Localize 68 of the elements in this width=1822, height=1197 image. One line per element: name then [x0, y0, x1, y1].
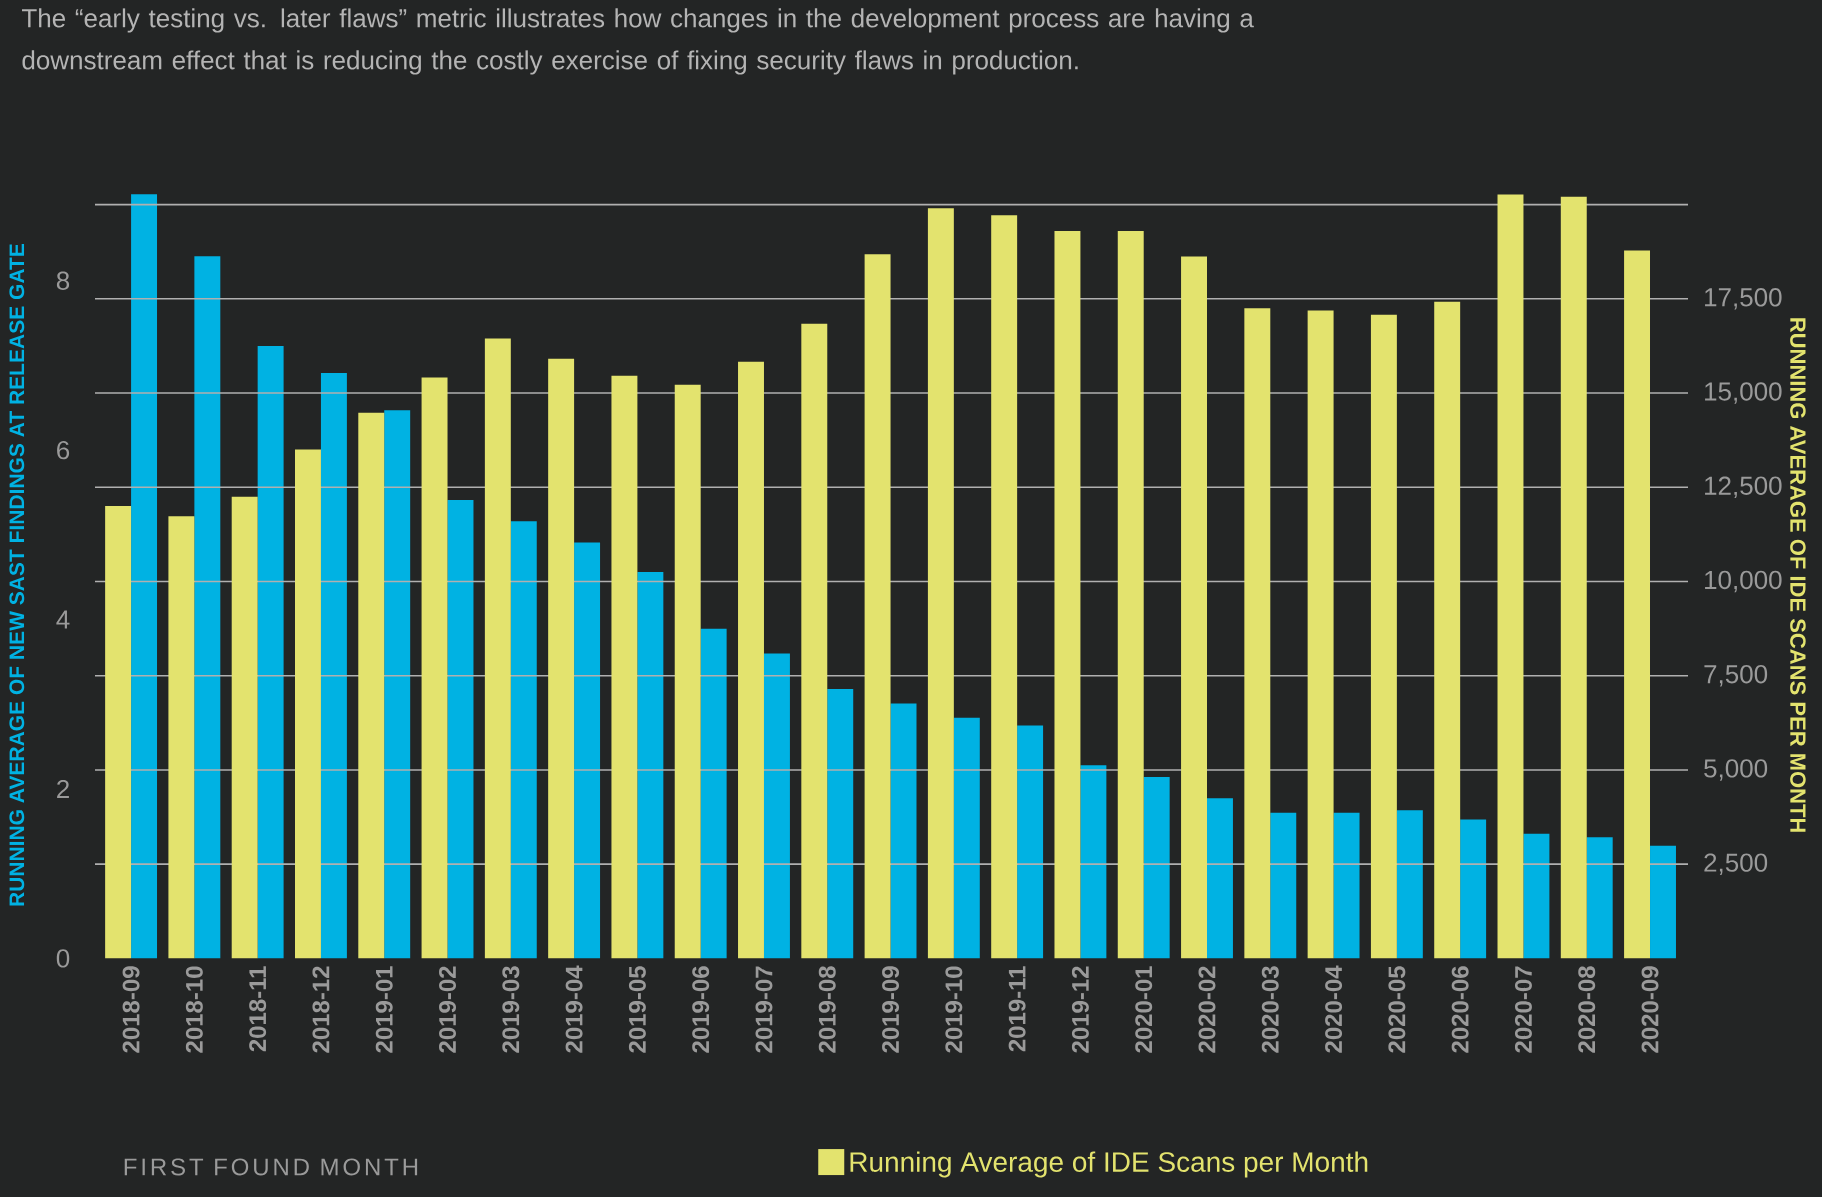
y2-tick-label: 10,000 — [1705, 570, 1782, 593]
bar — [1396, 810, 1423, 959]
x-tick-label: 2020-04 — [1325, 965, 1343, 1053]
y-tick-label: 2 — [57, 779, 69, 799]
x-tick-label: 2020-01 — [1135, 966, 1153, 1053]
bar — [864, 254, 891, 959]
x-tick-label: 2019-05 — [628, 966, 646, 1053]
y-tick-label: 8 — [56, 271, 70, 290]
x-tick-label: 2019-08 — [818, 966, 836, 1053]
bar — [1181, 256, 1207, 959]
x-tick-label: 2020-06 — [1451, 966, 1469, 1053]
bar — [927, 208, 954, 959]
x-tick-label: 2019-10 — [945, 966, 963, 1053]
legend-label: Running Average of IDE Scans per Month — [850, 1151, 1368, 1178]
x-tick-label: 2020-07 — [1514, 966, 1532, 1053]
bar — [1650, 845, 1676, 959]
bar — [1434, 301, 1461, 959]
chart-subtitle: The “early testing vs. later flaws” metric illustrates how changes in the development process are having a downstream effect that is reducing the costly exercise of fixing security flaws in production. — [22, 8, 1254, 75]
bar — [953, 717, 980, 959]
bar — [1307, 310, 1334, 959]
bar — [1333, 812, 1360, 959]
x-tick-label: 2019-01 — [375, 966, 393, 1053]
y2-tick-label: 17,500 — [1705, 288, 1782, 310]
bar — [1560, 196, 1587, 959]
bar — [1244, 308, 1271, 959]
x-tick-label: 2019-06 — [692, 966, 710, 1053]
bar — [991, 215, 1018, 959]
x-tick-label: 2019-03 — [502, 966, 520, 1053]
bar — [1270, 812, 1297, 959]
x-tick-label: 2019-12 — [1071, 966, 1089, 1053]
bar — [1370, 314, 1397, 959]
y2-tick-label: 5,000 — [1704, 759, 1768, 781]
x-tick-label: 2019-07 — [755, 966, 773, 1053]
x-tick-label: 2018-10 — [185, 966, 203, 1053]
bar — [1586, 837, 1613, 959]
x-tick-label: 2018-09 — [122, 966, 140, 1053]
bar — [1523, 833, 1550, 959]
bar — [1497, 194, 1524, 959]
x-tick-label: 2019-04 — [565, 965, 583, 1053]
x-tick-label: 2020-03 — [1261, 966, 1279, 1053]
x-tick-label: 2018-12 — [312, 966, 330, 1053]
bar — [801, 323, 828, 959]
y2-tick-label: 7,500 — [1704, 664, 1768, 687]
bar — [1143, 777, 1170, 959]
x-axis-title: FIRST FOUND MONTH — [124, 1158, 418, 1176]
x-tick-label: 2019-09 — [882, 966, 900, 1053]
bar — [1624, 250, 1651, 959]
y-tick-label: 4 — [56, 610, 70, 629]
bar — [1054, 230, 1081, 959]
y-tick-label: 0 — [56, 949, 70, 968]
bar — [1080, 765, 1107, 959]
x-tick-label: 2019-02 — [439, 966, 457, 1053]
bar — [1117, 230, 1144, 959]
bar — [1460, 819, 1487, 959]
x-tick-label: 2020-02 — [1198, 966, 1216, 1053]
x-tick-label: 2020-08 — [1578, 966, 1596, 1053]
y2-axis-title: RUNNING AVERAGE OF IDE SCANS PER MONTH — [1790, 318, 1806, 832]
x-tick-label: 2020-09 — [1641, 966, 1659, 1053]
bar — [1207, 798, 1233, 959]
y-tick-label: 6 — [57, 440, 70, 460]
y-axis-title: RUNNING AVERAGE OF NEW SAST FINDINGS AT RELEASE GATE — [9, 243, 25, 906]
bar — [1017, 725, 1044, 959]
y2-tick-label: 12,500 — [1705, 476, 1782, 499]
y2-tick-label: 2,500 — [1704, 853, 1768, 875]
x-tick-label: 2020-05 — [1388, 966, 1406, 1053]
x-tick-label: 2019-11 — [1008, 966, 1026, 1052]
y2-tick-label: 15,000 — [1705, 382, 1782, 404]
x-tick-label: 2018-11 — [249, 966, 267, 1052]
